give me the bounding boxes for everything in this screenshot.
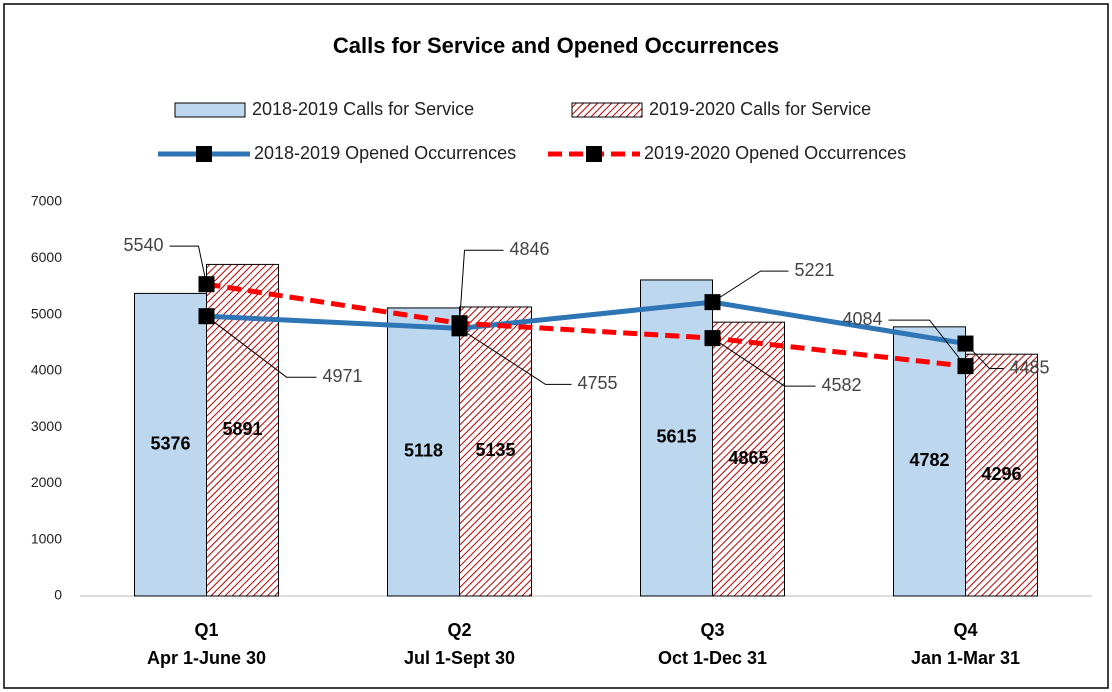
bar-value-label: 5891 xyxy=(222,419,262,439)
bar-value-label: 4296 xyxy=(981,464,1021,484)
legend-label: 2019-2020 Opened Occurrences xyxy=(644,143,906,163)
label-leader xyxy=(169,245,207,285)
bar-value-label: 4782 xyxy=(909,450,949,470)
label-leader xyxy=(712,337,816,387)
x-tick-sublabel: Jul 1-Sept 30 xyxy=(404,648,515,668)
x-tick-label: Q1 xyxy=(194,620,218,640)
legend-label: 2019-2020 Calls for Service xyxy=(649,99,871,119)
x-tick-sublabel: Apr 1-June 30 xyxy=(147,648,266,668)
legend-swatch xyxy=(571,102,643,118)
line-series xyxy=(206,281,966,369)
x-tick-sublabel: Oct 1-Dec 31 xyxy=(658,648,767,668)
y-tick-label: 4000 xyxy=(31,362,62,378)
y-tick-label: 7000 xyxy=(31,193,62,209)
line-value-label: 4084 xyxy=(842,309,882,329)
bar-value-label: 5376 xyxy=(150,433,190,453)
label-leader xyxy=(459,327,572,385)
line-value-label: 4971 xyxy=(323,366,363,386)
label-leader xyxy=(206,315,317,378)
x-tick-label: Q2 xyxy=(447,620,471,640)
y-tick-label: 2000 xyxy=(31,474,62,490)
line-series xyxy=(206,299,966,347)
bar xyxy=(965,353,1038,597)
bar-value-label: 5135 xyxy=(475,440,515,460)
bar xyxy=(712,321,785,597)
label-leader xyxy=(965,343,1004,370)
legend-swatch xyxy=(174,102,246,118)
line-value-label: 4485 xyxy=(1010,357,1050,377)
y-tick-label: 3000 xyxy=(31,418,62,434)
line-value-label: 4755 xyxy=(578,373,618,393)
line-value-label: 5540 xyxy=(123,235,163,255)
y-tick-label: 5000 xyxy=(31,305,62,321)
legend-label: 2018-2019 Calls for Service xyxy=(252,99,474,119)
bar-value-label: 5118 xyxy=(404,441,443,461)
label-leader xyxy=(712,270,789,303)
bar xyxy=(134,292,207,597)
x-tick-sublabel: Jan 1-Mar 31 xyxy=(911,648,1020,668)
y-tick-label: 1000 xyxy=(31,530,62,546)
legend-marker xyxy=(196,146,212,162)
legend-label: 2018-2019 Opened Occurrences xyxy=(254,143,516,163)
x-tick-label: Q3 xyxy=(700,620,724,640)
line-value-label: 4582 xyxy=(822,375,862,395)
line-value-label: 4846 xyxy=(510,239,550,259)
legend-marker xyxy=(586,146,602,162)
label-leader xyxy=(888,319,966,367)
line-value-label: 5221 xyxy=(795,260,835,280)
bar xyxy=(459,306,532,597)
bar-value-label: 4865 xyxy=(728,448,768,468)
chart-title: Calls for Service and Opened Occurrences xyxy=(333,33,779,58)
x-tick-label: Q4 xyxy=(953,620,977,640)
y-tick-label: 0 xyxy=(54,587,62,603)
y-tick-label: 6000 xyxy=(31,249,62,265)
bar xyxy=(893,326,966,597)
bar-value-label: 5615 xyxy=(656,427,696,447)
label-leader xyxy=(459,249,504,324)
